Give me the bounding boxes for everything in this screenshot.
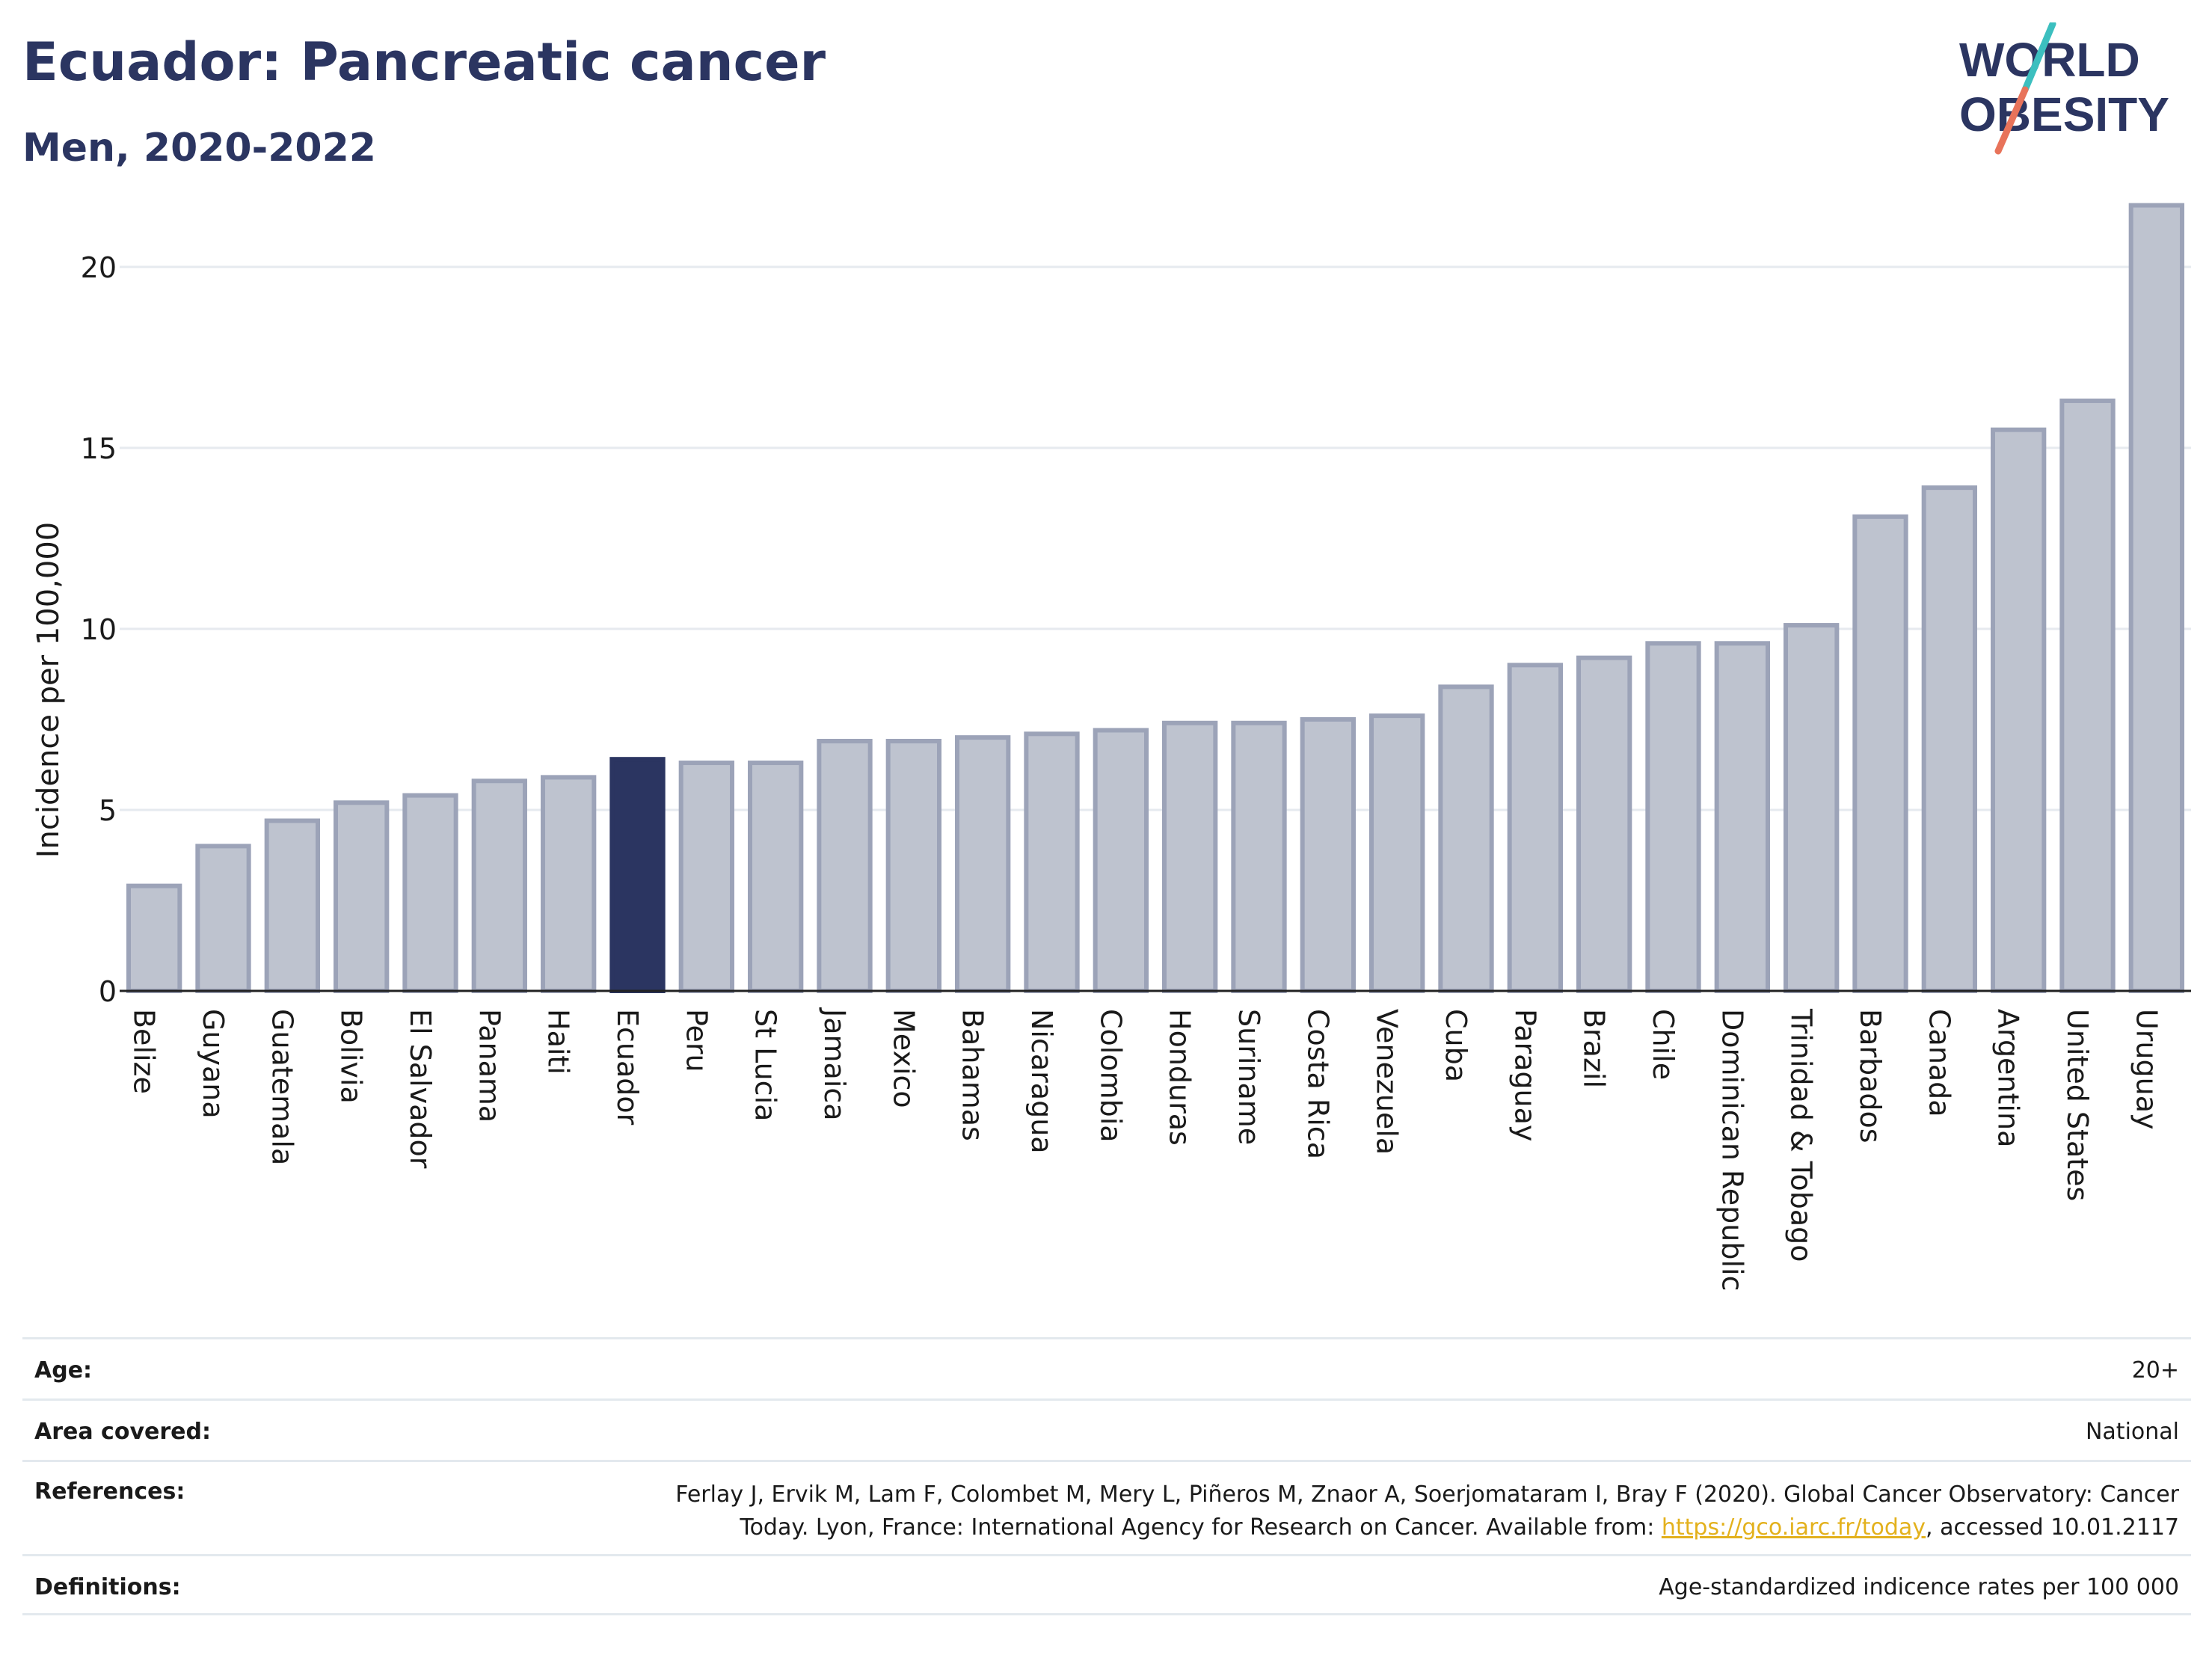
- y-tick-label: 5: [99, 794, 117, 827]
- bar-united-states: [2059, 398, 2116, 993]
- y-axis-title: Incidence per 100,000: [31, 522, 66, 859]
- y-tick-label: 10: [81, 613, 117, 646]
- area-covered-label: Area covered:: [34, 1419, 211, 1445]
- bar-uruguay: [2128, 203, 2184, 994]
- bar-suriname: [1231, 720, 1287, 993]
- x-tick-label: Costa Rica: [1301, 1009, 1334, 1159]
- x-tick-label: Bahamas: [956, 1009, 989, 1141]
- bar-colombia: [1093, 728, 1149, 993]
- bar-bolivia: [334, 800, 390, 993]
- x-tick-label: El Salvador: [404, 1009, 437, 1169]
- bar-bahamas: [955, 735, 1011, 993]
- info-table: Age: 20+ Area covered: National Referenc…: [22, 1337, 2191, 1615]
- definitions-value: Age-standardized indicence rates per 100…: [1659, 1574, 2179, 1600]
- x-tick-label: Chile: [1647, 1009, 1680, 1080]
- y-tick-label: 0: [99, 975, 117, 1008]
- x-tick-label: St Lucia: [749, 1009, 782, 1121]
- bar-barbados: [1852, 514, 1908, 993]
- info-row-definitions: Definitions: Age-standardized indicence …: [22, 1554, 2191, 1615]
- bar-argentina: [1991, 427, 2047, 993]
- logo-slash-bottom-icon: [1994, 86, 2029, 155]
- page-subtitle: Men, 2020-2022: [22, 126, 376, 171]
- bar-cuba: [1438, 684, 1494, 993]
- bar-haiti: [541, 775, 597, 993]
- page-title: Ecuador: Pancreatic cancer: [22, 31, 826, 93]
- references-text: Today. Lyon, France: International Agenc…: [740, 1514, 1662, 1541]
- x-tick-label: Venezuela: [1371, 1009, 1404, 1155]
- bar-mexico: [885, 738, 941, 994]
- bar-dominican-republic: [1714, 641, 1770, 993]
- bar-peru: [678, 761, 734, 993]
- bar-ecuador: [609, 757, 666, 993]
- x-tick-label: Uruguay: [2130, 1009, 2163, 1130]
- x-tick-label: Peru: [680, 1009, 713, 1072]
- references-line-2: Today. Lyon, France: International Agenc…: [675, 1511, 2179, 1544]
- y-tick-label: 20: [81, 251, 117, 284]
- references-link[interactable]: https://gco.iarc.fr/today: [1661, 1514, 1926, 1541]
- bar-guyana: [195, 844, 251, 994]
- bar-trinidad-tobago: [1784, 623, 1840, 993]
- bar-panama: [471, 779, 527, 994]
- x-tick-label: Panama: [473, 1009, 506, 1123]
- bar-costa-rica: [1300, 716, 1356, 993]
- bar-el-salvador: [402, 793, 458, 994]
- logo-line-2: OBESITY: [1959, 87, 2169, 141]
- bar-belize: [126, 883, 182, 994]
- info-row-references: References: Ferlay J, Ervik M, Lam F, Co…: [22, 1460, 2191, 1554]
- age-label: Age:: [34, 1357, 93, 1384]
- age-value: 20+: [2131, 1357, 2179, 1384]
- references-accessed: , accessed 10.01.2117: [1926, 1514, 2179, 1541]
- x-tick-label: Argentina: [1992, 1009, 2025, 1147]
- references-line-1: Ferlay J, Ervik M, Lam F, Colombet M, Me…: [675, 1481, 2179, 1508]
- bars-layer: [126, 203, 2184, 994]
- x-tick-labels: Belize Guyana Guatemala Bolivia El Salvador P…: [128, 1007, 2163, 1291]
- x-tick-label: Dominican Republic: [1715, 1009, 1748, 1291]
- bar-paraguay: [1507, 663, 1563, 993]
- x-tick-label: Canada: [1923, 1009, 1956, 1117]
- x-tick-label: Barbados: [1854, 1009, 1887, 1143]
- x-tick-label: Haiti: [542, 1009, 575, 1075]
- info-row-age: Age: 20+: [22, 1337, 2191, 1398]
- x-tick-label: Cuba: [1440, 1009, 1472, 1082]
- x-tick-label: Brazil: [1578, 1009, 1611, 1088]
- grid-layer: [120, 265, 2191, 811]
- bar-nicaragua: [1024, 731, 1080, 994]
- bar-venezuela: [1369, 713, 1425, 993]
- x-tick-label: Mexico: [887, 1009, 920, 1108]
- bar-chile: [1645, 641, 1701, 993]
- x-tick-label: United States: [2061, 1009, 2094, 1201]
- x-tick-label: Suriname: [1232, 1009, 1265, 1145]
- x-tick-label: Bolivia: [335, 1009, 368, 1104]
- x-tick-label: Ecuador: [611, 1009, 644, 1126]
- x-tick-label: Jamaica: [818, 1007, 851, 1121]
- y-tick-label: 15: [81, 432, 117, 465]
- bar-canada: [1921, 485, 1977, 993]
- logo-line-1: WORLD: [1959, 33, 2140, 87]
- references-label: References:: [34, 1479, 185, 1505]
- x-tick-label: Guyana: [197, 1009, 230, 1119]
- x-tick-label: Colombia: [1094, 1009, 1127, 1143]
- world-obesity-logo: WORLD OBESITY: [1959, 22, 2169, 155]
- bar-honduras: [1162, 720, 1218, 993]
- x-tick-label: Nicaragua: [1025, 1009, 1058, 1154]
- x-tick-label: Honduras: [1164, 1009, 1196, 1146]
- logo-slash-top-icon: [2021, 22, 2056, 93]
- info-row-area: Area covered: National: [22, 1398, 2191, 1460]
- definitions-label: Definitions:: [34, 1574, 181, 1600]
- area-covered-value: National: [2085, 1419, 2179, 1445]
- x-tick-label: Belize: [128, 1009, 161, 1094]
- x-tick-label: Guatemala: [265, 1009, 298, 1165]
- x-tick-label: Trinidad & Tobago: [1785, 1008, 1818, 1262]
- x-tick-label: Paraguay: [1508, 1009, 1541, 1141]
- bar-chart: 0 5 10 15 20 Belize Guyana Guatemala Bolivia El …: [31, 203, 2191, 1291]
- y-tick-labels: 0 5 10 15 20: [81, 251, 117, 1008]
- bar-st-lucia: [748, 761, 804, 993]
- bar-jamaica: [817, 738, 873, 994]
- bar-guatemala: [264, 818, 320, 994]
- references-value: Ferlay J, Ervik M, Lam F, Colombet M, Me…: [675, 1479, 2179, 1544]
- bar-brazil: [1576, 655, 1632, 993]
